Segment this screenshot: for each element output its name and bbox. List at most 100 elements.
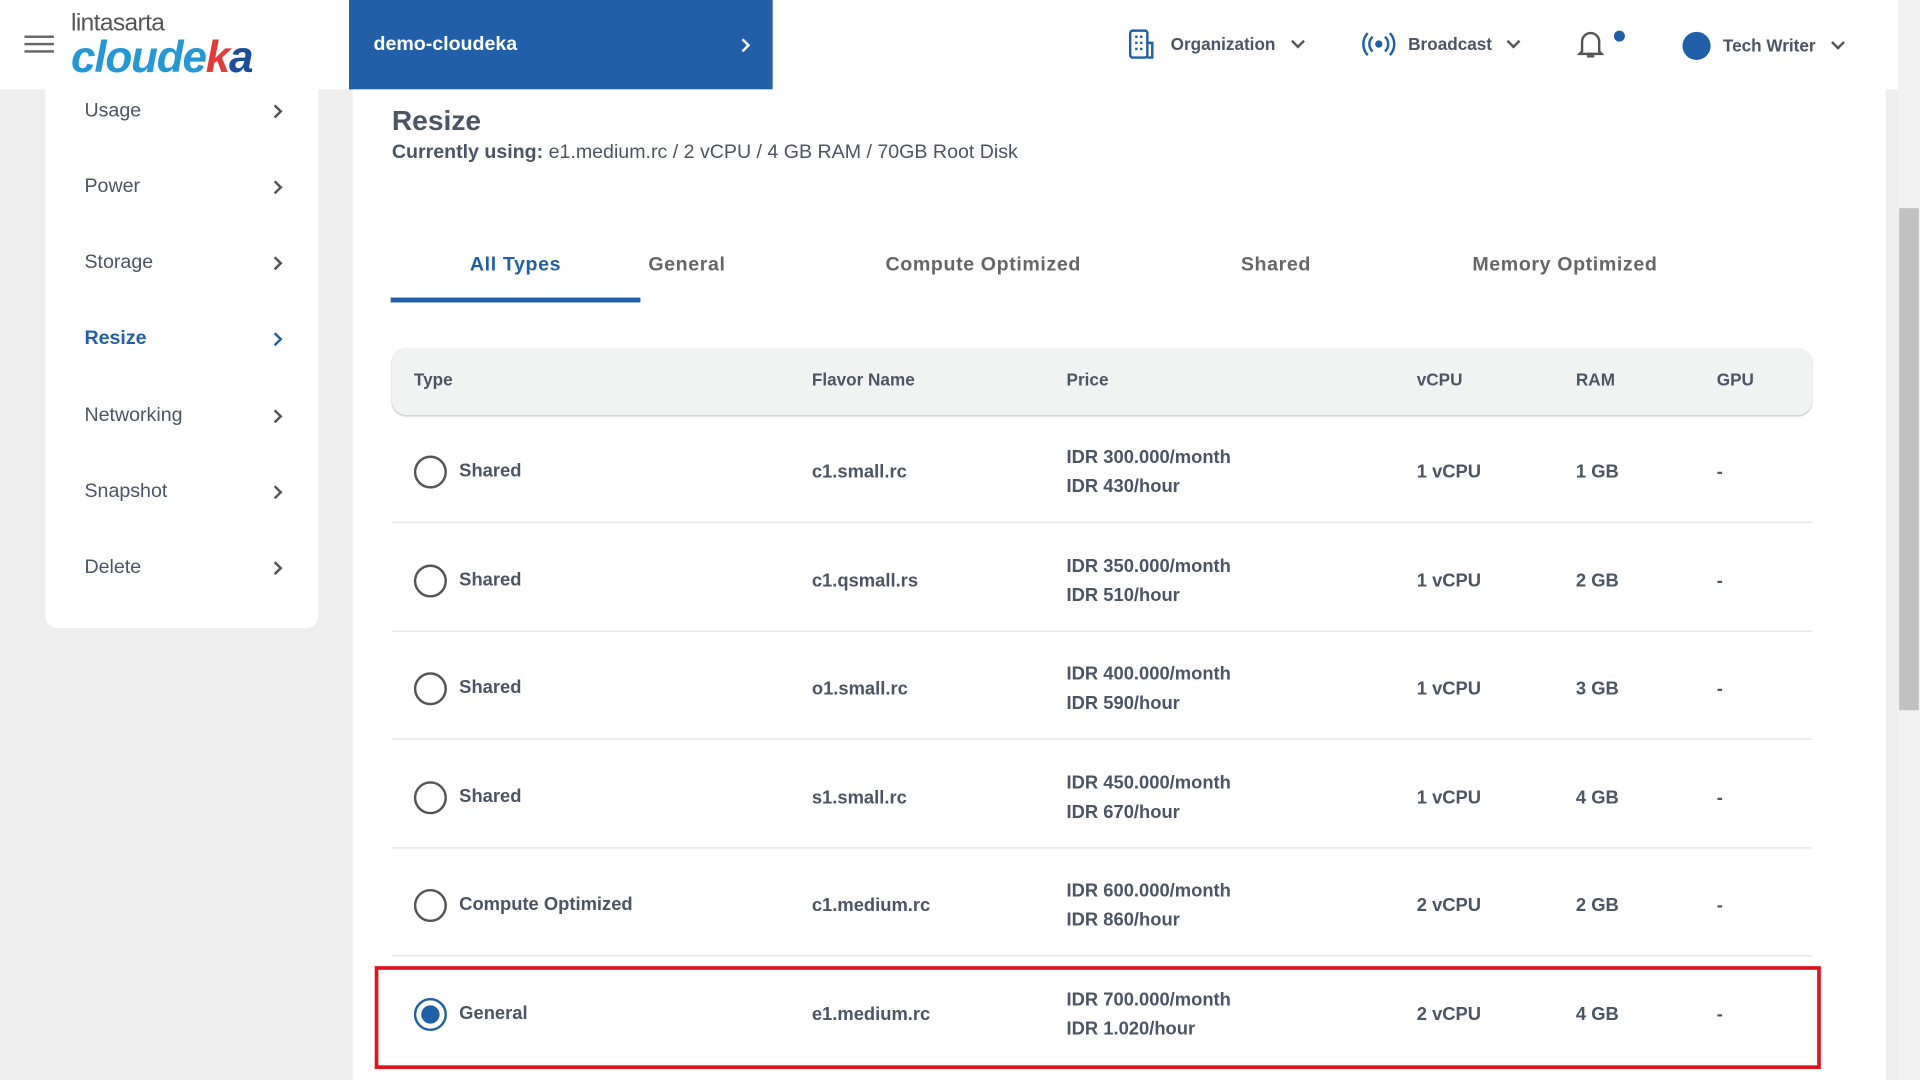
vcpu-cell: 1 vCPU [1416, 570, 1482, 591]
tab-all-types[interactable]: All Types [469, 254, 562, 276]
gpu-cell: - [1716, 678, 1723, 700]
project-name: demo-cloudeka [373, 33, 518, 55]
top-header: lintasarta cloudeka [0, 0, 1898, 90]
vcpu-cell: 1 vCPU [1416, 461, 1482, 483]
broadcast-menu[interactable]: Broadcast [1362, 27, 1521, 61]
price-month: IDR 400.000/month [1066, 663, 1231, 685]
tab-general[interactable]: General [648, 254, 726, 276]
column-header-type: Type [413, 369, 453, 390]
chevron-right-icon [268, 561, 283, 576]
sidebar-item-label: Delete [84, 557, 142, 578]
sidebar-item-power[interactable]: Power [84, 176, 283, 198]
chevron-down-icon [1507, 34, 1521, 49]
sidebar-item-networking[interactable]: Networking [84, 405, 283, 427]
organization-menu[interactable]: Organization [1127, 27, 1305, 61]
sidebar-item-snapshot[interactable]: Snapshot [84, 481, 283, 503]
vcpu-cell: 2 vCPU [1416, 895, 1482, 916]
column-header-vcpu: vCPU [1416, 369, 1463, 390]
sidebar-item-label: Power [84, 176, 141, 198]
selected-row-highlight [374, 966, 1821, 1069]
flavor-radio[interactable] [413, 672, 447, 706]
gpu-cell: - [1716, 895, 1723, 916]
type-cell: Shared [459, 785, 522, 807]
price-month: IDR 350.000/month [1066, 555, 1231, 577]
table-row[interactable]: Shared o1.small.rc IDR 400.000/month IDR 59… [391, 632, 1813, 740]
ram-cell: 2 GB [1575, 895, 1619, 916]
flavor-cell: e1.medium.rc [811, 1003, 931, 1025]
type-cell: Shared [459, 568, 522, 590]
notification-button[interactable] [1576, 29, 1605, 65]
flavor-radio[interactable] [413, 780, 447, 814]
price-month: IDR 700.000/month [1066, 988, 1231, 1010]
flavor-radio[interactable] [413, 563, 447, 597]
gpu-cell: - [1716, 570, 1723, 591]
vcpu-cell: 1 vCPU [1416, 786, 1482, 808]
logo-cloudeka: cloudeka [71, 31, 254, 83]
ram-cell: 3 GB [1575, 678, 1619, 700]
gpu-cell: - [1716, 461, 1723, 483]
table-row[interactable]: Shared s1.small.rc IDR 450.000/month IDR 67… [391, 740, 1813, 848]
vcpu-cell: 2 vCPU [1416, 1003, 1482, 1025]
avatar [1682, 31, 1711, 60]
type-cell: Shared [459, 460, 522, 482]
type-cell: Compute Optimized [459, 893, 633, 915]
chevron-right-icon [268, 104, 283, 119]
price-hour: IDR 860/hour [1066, 909, 1180, 931]
sidebar-item-delete[interactable]: Delete [84, 557, 283, 579]
sidebar-item-label: Resize [84, 328, 147, 349]
column-header-price: Price [1066, 369, 1109, 390]
ram-cell: 1 GB [1575, 461, 1619, 483]
bell-icon [1576, 31, 1605, 58]
flavor-cell: s1.small.rc [811, 786, 907, 808]
table-row[interactable]: Shared c1.small.rc IDR 300.000/month IDR 43… [391, 415, 1813, 523]
current-value: e1.medium.rc / 2 vCPU / 4 GB RAM / 70GB … [548, 142, 1018, 163]
column-header-flavor-name: Flavor Name [811, 369, 915, 390]
tab-compute-optimized[interactable]: Compute Optimized [885, 254, 1081, 276]
organization-label: Organization [1170, 34, 1276, 54]
price-hour: IDR 670/hour [1066, 801, 1180, 823]
price-hour: IDR 1.020/hour [1066, 1018, 1196, 1039]
price-hour: IDR 430/hour [1066, 476, 1180, 498]
sidebar-item-storage[interactable]: Storage [84, 252, 283, 274]
ram-cell: 4 GB [1575, 786, 1619, 808]
sidebar-item-label: Storage [84, 252, 154, 274]
sidebar-item-label: Networking [84, 405, 183, 427]
table-row[interactable]: Shared c1.qsmall.rs IDR 350.000/month IDR 5… [391, 523, 1813, 632]
chevron-right-icon [736, 37, 751, 52]
price-month: IDR 450.000/month [1066, 772, 1231, 793]
user-menu[interactable]: Tech Writer [1682, 28, 1845, 62]
page-title: Resize [391, 104, 482, 136]
sidebar-item-label: Snapshot [84, 481, 168, 503]
scrollbar-thumb[interactable] [1899, 208, 1919, 711]
sidebar-item-usage[interactable]: Usage [84, 100, 283, 122]
chevron-down-icon [1290, 34, 1305, 49]
active-tab-indicator [390, 297, 641, 303]
flavor-cell: c1.medium.rc [811, 895, 931, 916]
flavor-radio[interactable] [413, 888, 447, 923]
type-cell: General [459, 1002, 528, 1024]
logo-lintasarta: lintasarta [71, 9, 165, 37]
type-cell: Shared [459, 677, 522, 698]
tab-memory-optimized[interactable]: Memory Optimized [1472, 254, 1658, 276]
sidebar-item-label: Usage [84, 100, 142, 122]
flavor-radio[interactable] [413, 455, 447, 489]
tab-shared[interactable]: Shared [1240, 254, 1311, 276]
price-hour: IDR 590/hour [1066, 693, 1180, 714]
flavor-radio[interactable] [413, 997, 447, 1031]
sidebar-item-resize[interactable]: Resize [84, 328, 283, 350]
hamburger-menu-icon[interactable] [24, 32, 54, 56]
broadcast-icon [1362, 32, 1396, 56]
price-month: IDR 300.000/month [1066, 446, 1231, 468]
chevron-right-icon [268, 485, 283, 500]
building-icon [1128, 29, 1154, 59]
column-header-gpu: GPU [1716, 369, 1754, 390]
table-header [391, 347, 1813, 416]
broadcast-label: Broadcast [1408, 34, 1493, 54]
user-name: Tech Writer [1722, 35, 1816, 56]
gpu-cell: - [1716, 1003, 1723, 1025]
sidebar [45, 89, 319, 629]
table-row[interactable]: General e1.medium.rc IDR 700.000/month IDR … [392, 957, 1812, 1065]
table-row[interactable]: Compute Optimized c1.medium.rc IDR 600.000… [391, 849, 1813, 957]
chevron-right-icon [268, 256, 283, 271]
project-selector[interactable]: demo-cloudeka [348, 0, 773, 90]
